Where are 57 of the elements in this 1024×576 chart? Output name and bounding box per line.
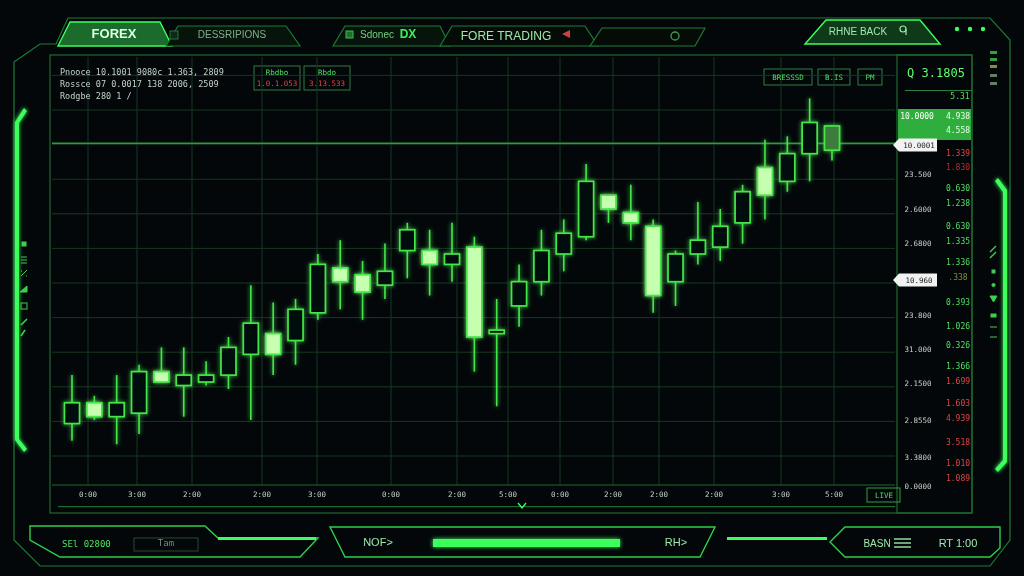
candlestick	[331, 239, 349, 311]
candlestick	[63, 374, 81, 442]
text: 10.0000	[900, 112, 935, 121]
text: 1.830	[945, 163, 971, 172]
text: Tam	[157, 538, 175, 548]
text: DX	[399, 27, 417, 41]
text: 1.699	[945, 377, 971, 386]
text: FOREX	[91, 26, 137, 41]
text: RH>	[664, 536, 688, 548]
text: Rossce 07 0.0017 138 2006, 2509	[60, 79, 219, 89]
candlestick	[689, 201, 707, 266]
text: 4.558	[945, 126, 971, 135]
candlestick	[264, 301, 282, 376]
text: NOF>	[363, 536, 393, 548]
candlestick	[197, 360, 215, 387]
text: 0.630	[945, 184, 971, 193]
text: 0.393	[945, 298, 971, 307]
text: 1.010	[945, 459, 971, 468]
text: 1.026	[945, 322, 971, 331]
text: 4.939	[945, 414, 971, 423]
candlestick	[555, 218, 573, 273]
text: 1.366	[945, 362, 971, 371]
text: Pnooce 10.1001 9080c 1.363, 2809	[60, 67, 224, 77]
candlestick	[398, 222, 416, 280]
candlestick	[622, 184, 640, 241]
text: Sdonec	[360, 29, 394, 40]
text: 3.518	[945, 438, 971, 447]
text: 1.238	[945, 199, 971, 208]
text: SEl 02800	[62, 539, 111, 549]
text: 1.339	[945, 149, 971, 158]
annotation: Rodgbe 280 1 /	[60, 91, 132, 101]
text: 1.336	[945, 258, 971, 267]
candlestick	[175, 346, 193, 418]
text: RT 1:00	[938, 537, 978, 549]
candlestick	[153, 346, 170, 383]
text: 1.089	[945, 474, 971, 483]
text: RHNE BACK	[828, 26, 888, 37]
text: 1.335	[945, 237, 971, 246]
text: 5.31	[950, 92, 970, 101]
text: 0.326	[945, 341, 971, 350]
text: 4.938	[945, 112, 971, 121]
candlestick	[108, 374, 126, 446]
candlestick	[86, 395, 103, 421]
text: 1.603	[945, 399, 971, 408]
candlestick	[600, 194, 617, 224]
candlestick	[711, 208, 729, 262]
candlestick	[376, 242, 394, 300]
candlestick	[354, 260, 371, 321]
text: .338	[948, 273, 968, 282]
chart-title: FORE TRADING	[460, 29, 552, 43]
text: BASN	[863, 538, 891, 549]
text: DESSRIPIONS	[197, 29, 267, 40]
candlestick	[488, 298, 506, 408]
candlestick	[443, 222, 461, 283]
text: 0.630	[945, 222, 971, 231]
candlestick	[421, 228, 438, 297]
text: Q 3.1805	[907, 66, 965, 80]
